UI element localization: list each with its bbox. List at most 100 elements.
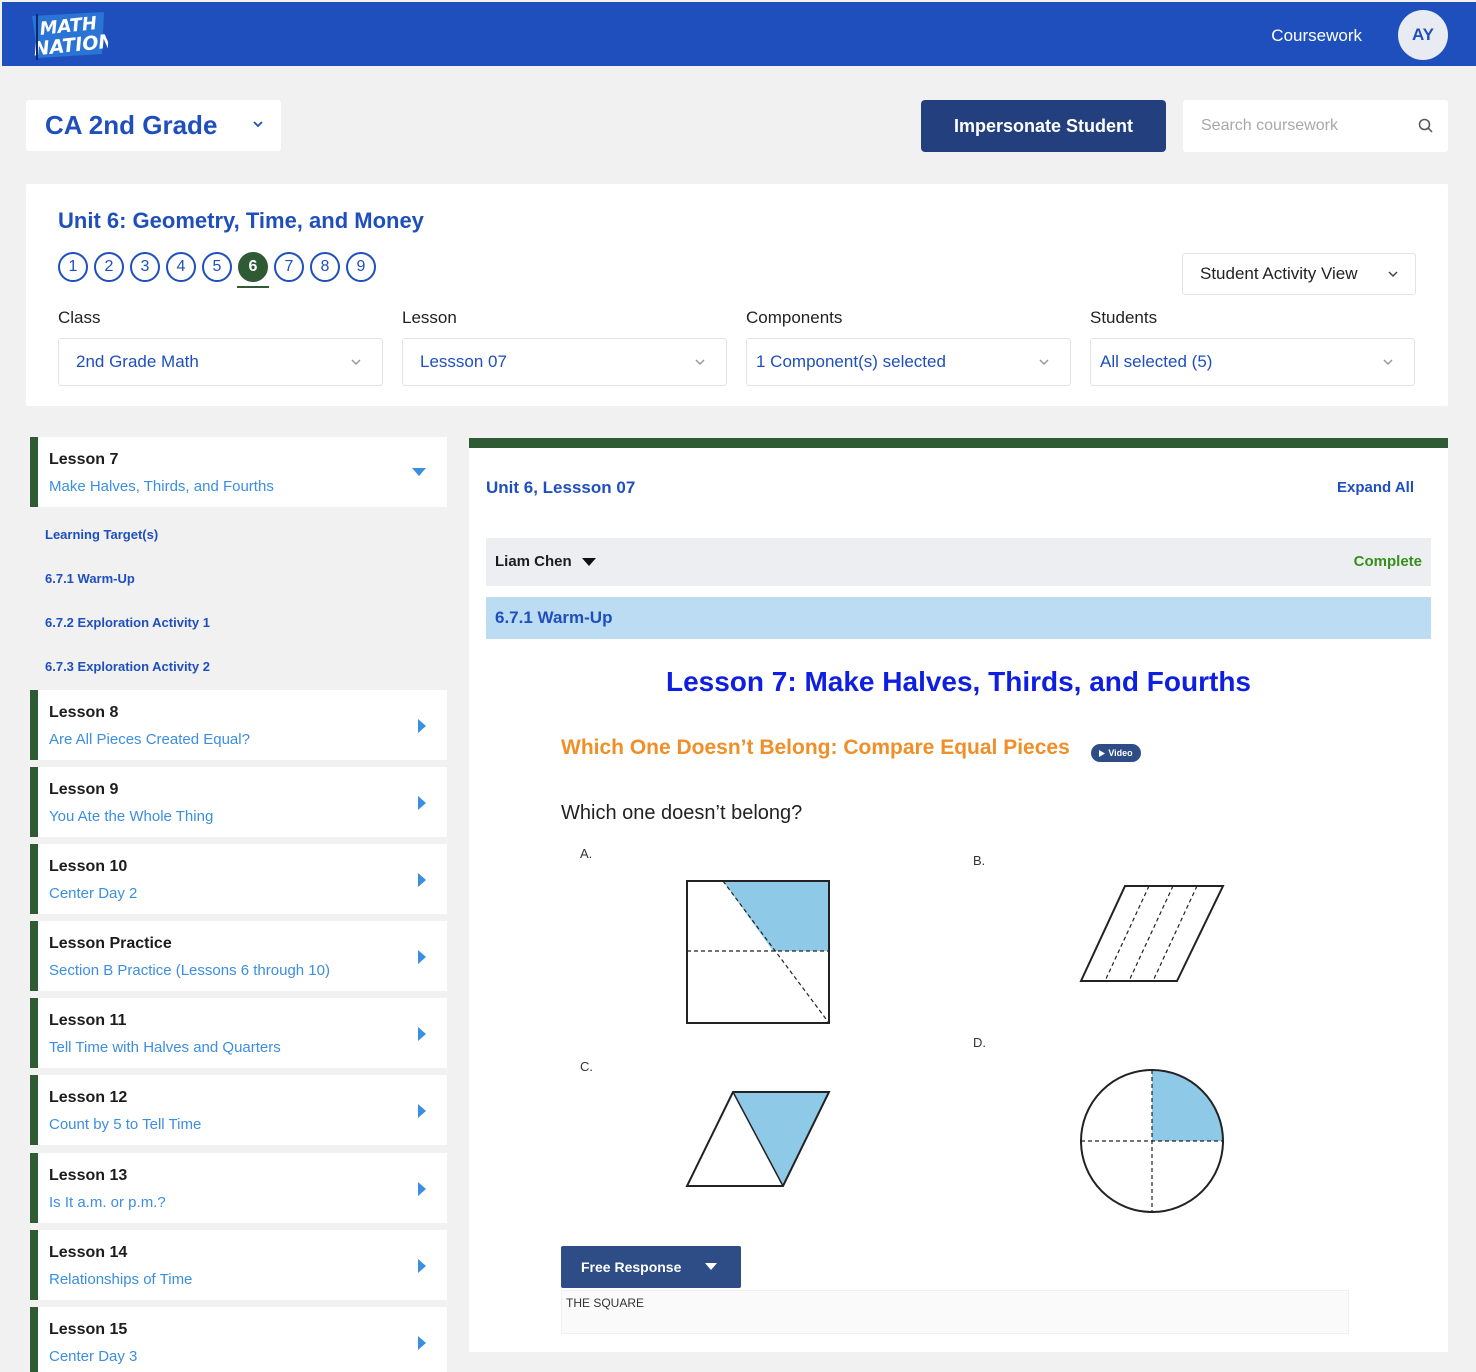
search-icon[interactable]: [1418, 118, 1434, 134]
lesson-card-practice[interactable]: Lesson Practice Section B Practice (Less…: [30, 921, 447, 991]
lesson-dropdown[interactable]: Lessson 07: [402, 338, 727, 386]
video-button[interactable]: Video: [1091, 744, 1141, 762]
caret-right-icon[interactable]: [417, 1026, 427, 1042]
question-text: Which one doesn’t belong?: [561, 802, 803, 824]
lesson-heading: Lesson 7: Make Halves, Thirds, and Fourt…: [665, 666, 1252, 697]
lesson-card-title: Lesson 13: [49, 1167, 128, 1184]
caret-right-icon[interactable]: [417, 1258, 427, 1274]
trapezoid-figure: [685, 1091, 831, 1187]
caret-down-icon: [705, 1263, 717, 1270]
unit-3-button[interactable]: 3: [130, 252, 160, 282]
impersonate-student-button[interactable]: Impersonate Student: [921, 100, 1166, 152]
section-header-warm-up[interactable]: 6.7.1 Warm-Up: [486, 597, 1431, 639]
student-name-dropdown[interactable]: Liam Chen: [495, 553, 572, 570]
lesson-content-panel: Unit 6, Lessson 07 Expand All Liam Chen …: [469, 438, 1448, 1352]
parallelogram-figure: [1079, 885, 1225, 982]
view-mode-dropdown[interactable]: Student Activity View: [1182, 253, 1416, 295]
lesson-card-13[interactable]: Lesson 13 Is It a.m. or p.m.?: [30, 1153, 447, 1223]
status-badge: Complete: [1353, 553, 1422, 570]
lesson-card-subtitle: Center Day 2: [49, 885, 138, 902]
caret-down-icon[interactable]: [411, 467, 427, 477]
caret-right-icon[interactable]: [417, 1103, 427, 1119]
lesson-item-learning-targets[interactable]: Learning Target(s): [45, 527, 159, 542]
unit-1-button[interactable]: 1: [58, 252, 88, 282]
components-dropdown[interactable]: 1 Component(s) selected: [746, 338, 1071, 386]
response-type-dropdown[interactable]: Free Response: [561, 1246, 741, 1288]
caret-right-icon[interactable]: [417, 949, 427, 965]
lesson-card-title: Lesson 10: [49, 858, 128, 875]
lesson-card-15[interactable]: Lesson 15 Center Day 3: [30, 1307, 447, 1372]
lesson-card-10[interactable]: Lesson 10 Center Day 2: [30, 844, 447, 914]
option-b-label: B.: [973, 853, 986, 868]
unit-6-button[interactable]: 6: [237, 252, 269, 288]
lesson-card-14[interactable]: Lesson 14 Relationships of Time: [30, 1230, 447, 1300]
lesson-card-11[interactable]: Lesson 11 Tell Time with Halves and Quar…: [30, 998, 447, 1068]
lesson-card-subtitle: Count by 5 to Tell Time: [49, 1116, 202, 1133]
caret-right-icon[interactable]: [417, 1181, 427, 1197]
square-figure: [686, 880, 830, 1024]
activity-heading: Which One Doesn’t Belong: Compare Equal …: [561, 736, 1070, 759]
components-dropdown-value: 1 Component(s) selected: [756, 352, 946, 371]
unit-number-selector: 1 2 3 4 5 6 7 8 9: [58, 252, 376, 288]
section-header-label: 6.7.1 Warm-Up: [495, 608, 613, 627]
math-nation-logo[interactable]: MATH NATION: [28, 10, 108, 62]
search-input[interactable]: [1183, 100, 1403, 152]
content-title: Unit 6, Lessson 07: [486, 478, 636, 497]
students-dropdown[interactable]: All selected (5): [1090, 338, 1415, 386]
caret-down-icon[interactable]: [582, 558, 596, 567]
caret-right-icon[interactable]: [417, 718, 427, 734]
video-button-label: Video: [1108, 748, 1133, 758]
lesson-card-subtitle: Center Day 3: [49, 1348, 138, 1365]
chevron-down-icon: [1388, 271, 1398, 278]
caret-right-icon[interactable]: [417, 872, 427, 888]
coursework-link[interactable]: Coursework: [1271, 26, 1362, 45]
grade-dropdown[interactable]: CA 2nd Grade: [26, 100, 281, 151]
lesson-card-title: Lesson 11: [49, 1012, 127, 1029]
lesson-card-title: Lesson 12: [49, 1089, 128, 1106]
lesson-card-subtitle: Is It a.m. or p.m.?: [49, 1194, 166, 1211]
unit-8-button[interactable]: 8: [310, 252, 340, 282]
circle-figure: [1080, 1069, 1224, 1213]
lesson-card-subtitle: Tell Time with Halves and Quarters: [49, 1039, 281, 1056]
lesson-item-exploration-1[interactable]: 6.7.2 Exploration Activity 1: [45, 615, 210, 630]
lesson-card-subtitle: Make Halves, Thirds, and Fourths: [49, 478, 274, 495]
lesson-card-title: Lesson 9: [49, 781, 119, 798]
student-row: Liam Chen Complete: [486, 538, 1431, 586]
lesson-card-9[interactable]: Lesson 9 You Ate the Whole Thing: [30, 767, 447, 837]
students-label: Students: [1090, 308, 1158, 327]
expand-all-link[interactable]: Expand All: [1337, 479, 1414, 496]
top-nav-bar: MATH NATION Coursework AY: [2, 2, 1476, 66]
chevron-down-icon: [1039, 359, 1049, 366]
lesson-card-subtitle: Are All Pieces Created Equal?: [49, 731, 250, 748]
filters-panel: Unit 6: Geometry, Time, and Money 1 2 3 …: [26, 184, 1448, 406]
lesson-card-title: Lesson 7: [49, 451, 119, 468]
lesson-dropdown-value: Lessson 07: [420, 352, 507, 371]
class-dropdown[interactable]: 2nd Grade Math: [58, 338, 383, 386]
caret-right-icon[interactable]: [417, 1335, 427, 1351]
lesson-item-warm-up[interactable]: 6.7.1 Warm-Up: [45, 571, 135, 586]
students-dropdown-value: All selected (5): [1100, 352, 1213, 371]
user-avatar[interactable]: AY: [1398, 10, 1448, 60]
unit-5-button[interactable]: 5: [202, 252, 232, 282]
option-c-label: C.: [580, 1059, 593, 1074]
caret-right-icon[interactable]: [417, 795, 427, 811]
unit-2-button[interactable]: 2: [94, 252, 124, 282]
unit-4-button[interactable]: 4: [166, 252, 196, 282]
lesson-card-subtitle: Section B Practice (Lessons 6 through 10…: [49, 962, 330, 979]
components-label: Components: [746, 308, 843, 327]
chevron-down-icon: [253, 121, 263, 128]
lesson-card-12[interactable]: Lesson 12 Count by 5 to Tell Time: [30, 1075, 447, 1145]
unit-9-button[interactable]: 9: [346, 252, 376, 282]
lesson-card-subtitle: Relationships of Time: [49, 1271, 193, 1288]
lesson-card-8[interactable]: Lesson 8 Are All Pieces Created Equal?: [30, 690, 447, 760]
lesson-card-title: Lesson Practice: [49, 935, 172, 952]
class-dropdown-value: 2nd Grade Math: [76, 352, 199, 371]
chevron-down-icon: [1383, 359, 1393, 366]
lesson-card-7[interactable]: Lesson 7 Make Halves, Thirds, and Fourth…: [30, 437, 447, 507]
lesson-item-exploration-2[interactable]: 6.7.3 Exploration Activity 2: [45, 659, 210, 674]
class-label: Class: [58, 308, 101, 327]
unit-title: Unit 6: Geometry, Time, and Money: [58, 208, 424, 233]
unit-7-button[interactable]: 7: [274, 252, 304, 282]
view-mode-label: Student Activity View: [1200, 264, 1358, 283]
student-answer: THE SQUARE: [561, 1290, 1349, 1334]
